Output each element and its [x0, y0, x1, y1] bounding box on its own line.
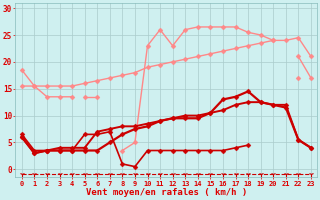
X-axis label: Vent moyen/en rafales ( km/h ): Vent moyen/en rafales ( km/h )	[86, 188, 247, 197]
